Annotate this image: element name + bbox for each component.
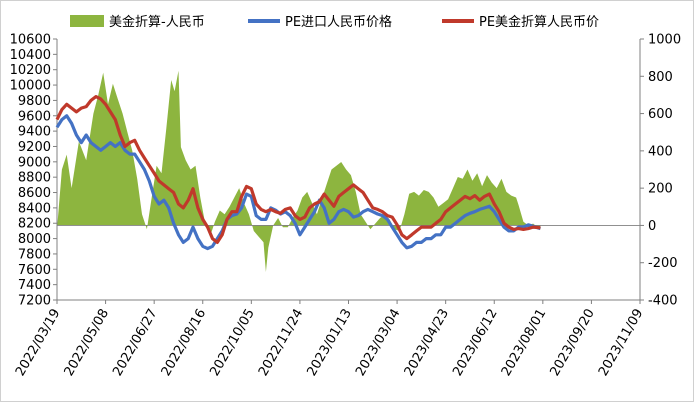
legend: 美金折算-人民币 PE进口人民币价格 PE美金折算人民币价 bbox=[70, 14, 599, 30]
y-left-tick-label: 9400 bbox=[18, 125, 51, 140]
series-line-pe-usd-cny bbox=[55, 95, 541, 244]
line-series-layer bbox=[55, 95, 541, 251]
area-series-layer bbox=[57, 70, 541, 272]
y-left-tick-label: 10400 bbox=[10, 48, 51, 63]
y-left-tick-label: 10200 bbox=[10, 63, 51, 78]
y-right-tick-label: 600 bbox=[648, 107, 673, 122]
y-right-tick-label: 800 bbox=[648, 70, 673, 85]
legend-swatch bbox=[70, 15, 104, 27]
y-left-tick-label: 7600 bbox=[18, 263, 51, 278]
y-left-tick-label: 9000 bbox=[18, 155, 51, 170]
y-left-tick-label: 7800 bbox=[18, 247, 51, 262]
legend-item-pe-usd-cny: PE美金折算人民币价 bbox=[442, 14, 599, 30]
legend-item-usd-cny: 美金折算-人民币 bbox=[70, 14, 205, 30]
y-left-tick-label: 9200 bbox=[18, 140, 51, 155]
y-right-tick-label: 400 bbox=[648, 144, 673, 159]
y-right-tick-label: -200 bbox=[648, 256, 678, 271]
y-right-tick-label: 200 bbox=[648, 182, 673, 197]
left-axis-ticks: 7200740076007800800082008400860088009000… bbox=[10, 33, 57, 309]
series-line-pe-import-cny bbox=[55, 114, 541, 251]
legend-label: 美金折算-人民币 bbox=[109, 14, 205, 30]
y-left-tick-label: 8600 bbox=[18, 186, 51, 201]
y-left-tick-label: 9600 bbox=[18, 109, 51, 124]
y-left-tick-label: 10600 bbox=[10, 33, 51, 48]
y-left-tick-label: 8400 bbox=[18, 201, 51, 216]
y-left-tick-label: 8200 bbox=[18, 217, 51, 232]
y-left-tick-label: 7400 bbox=[18, 278, 51, 293]
legend-item-pe-import-cny: PE进口人民币价格 bbox=[248, 14, 392, 30]
y-left-tick-label: 9800 bbox=[18, 94, 51, 109]
y-left-tick-label: 7200 bbox=[18, 294, 51, 309]
y-right-tick-label: 0 bbox=[648, 219, 656, 234]
y-right-tick-label: -400 bbox=[648, 294, 678, 309]
right-axis-ticks: -400 -200 0 200 400 600 800 1000 bbox=[640, 33, 681, 309]
legend-label: PE美金折算人民币价 bbox=[479, 14, 599, 30]
series-area-usd-cny bbox=[57, 70, 541, 272]
y-right-tick-label: 1000 bbox=[648, 33, 681, 48]
legend-label: PE进口人民币价格 bbox=[285, 14, 392, 30]
y-left-tick-label: 10000 bbox=[10, 79, 51, 94]
y-left-tick-label: 8800 bbox=[18, 171, 51, 186]
y-left-tick-label: 8000 bbox=[18, 232, 51, 247]
